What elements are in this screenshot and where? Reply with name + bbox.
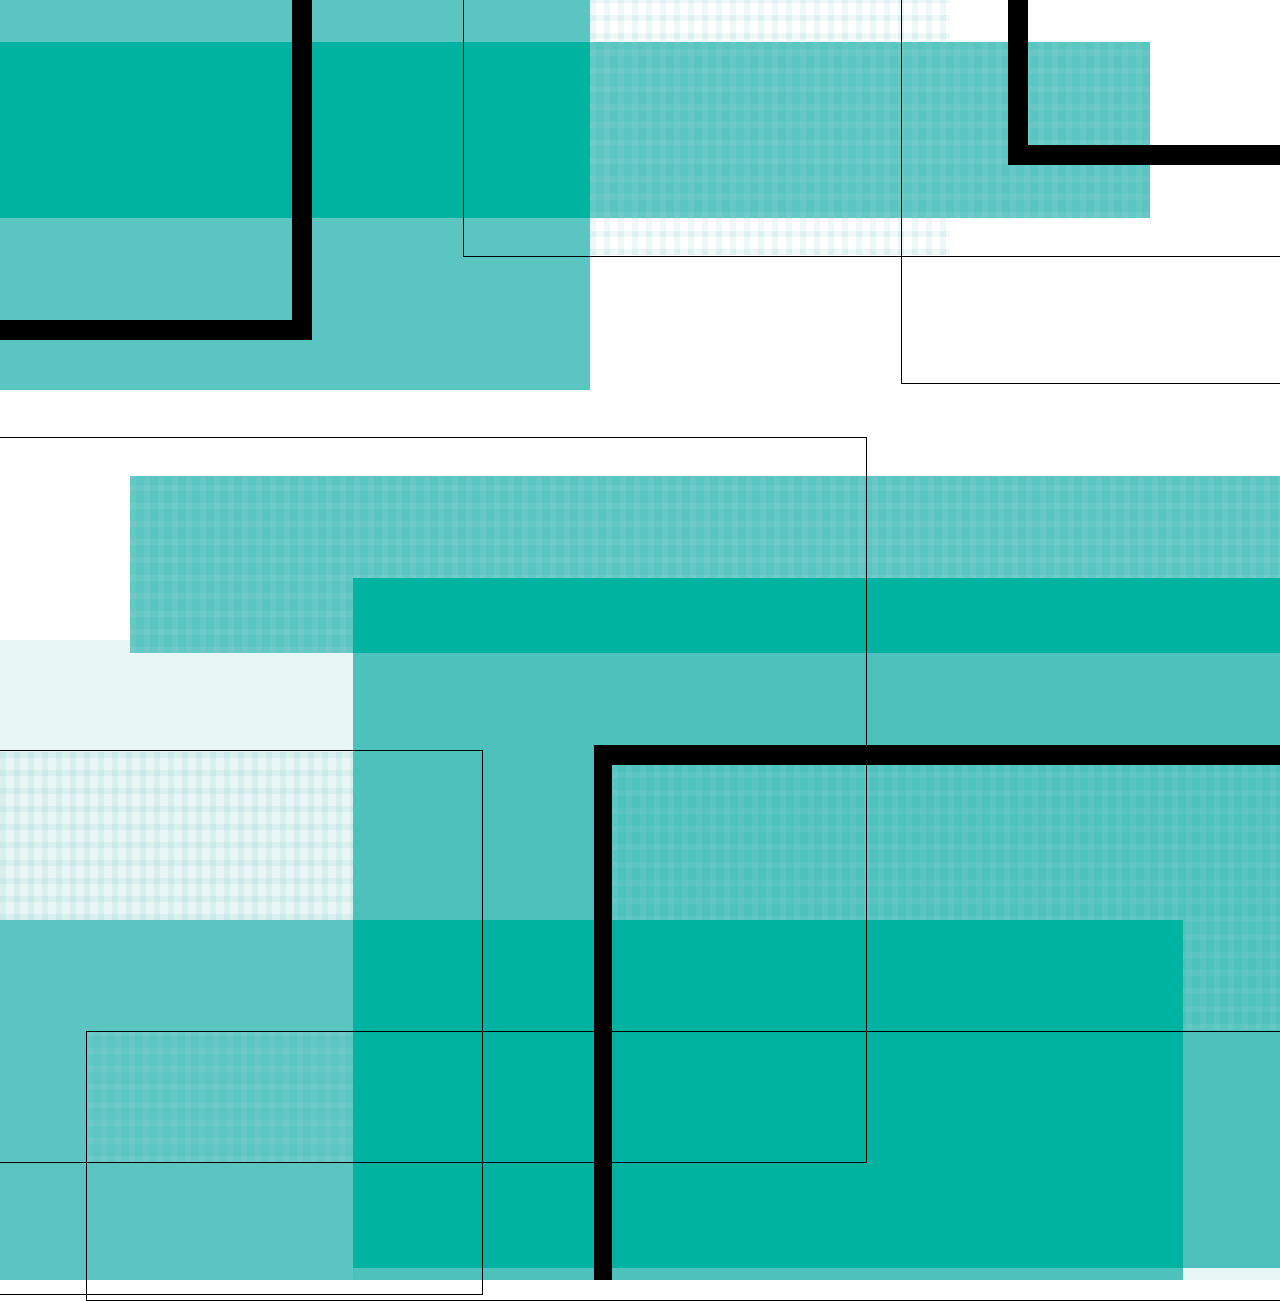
pale-corner [1183,1268,1280,1280]
thick-line-v1 [292,0,312,340]
pale-block [0,640,353,920]
outline-rect-bottom [86,1031,1280,1301]
pattern-bottom-left [87,1032,353,1162]
thick-line-v2 [1008,0,1028,165]
thick-line-h1 [0,320,312,340]
pale-pattern [0,752,353,920]
thick-line-h3 [594,745,1280,765]
thick-line-v3 [594,745,612,1280]
light-block-bottom-left [0,920,353,1280]
outline-rect-top [463,0,1280,257]
outline-rect-top-right [901,0,1280,384]
outline-rect-middle [0,437,867,1163]
dark-block-bottom [353,920,1183,1268]
dark-band-middle [353,578,1280,653]
thick-line-h2 [1008,145,1280,165]
pattern-block-top [590,42,1150,218]
